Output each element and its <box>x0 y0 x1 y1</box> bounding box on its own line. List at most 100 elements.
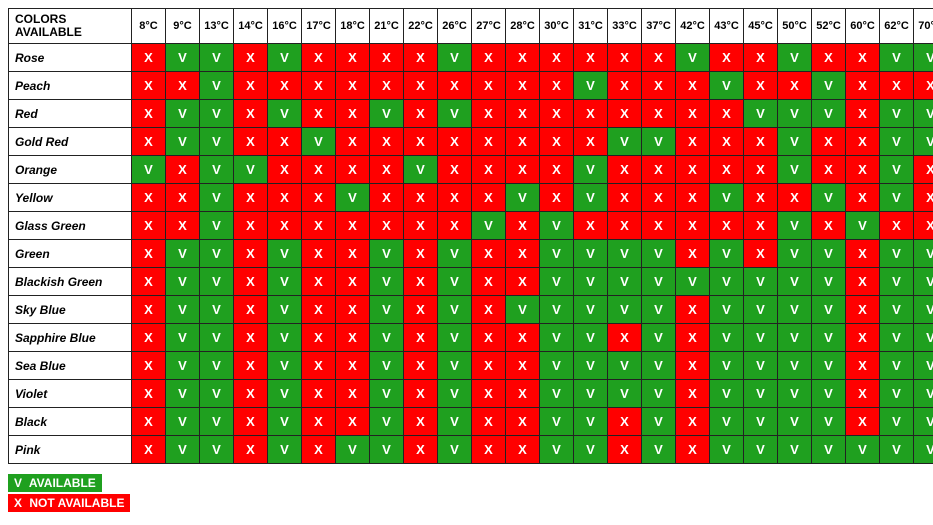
availability-cell: V <box>880 324 914 352</box>
availability-cell: X <box>676 436 710 464</box>
availability-cell: V <box>914 436 933 464</box>
availability-cell: V <box>778 380 812 408</box>
availability-cell: V <box>778 268 812 296</box>
availability-cell: X <box>676 408 710 436</box>
availability-cell: V <box>234 156 268 184</box>
availability-cell: X <box>710 156 744 184</box>
table-row: Glass GreenXXVXXXXXXXVXVXXXXXXVXVXX <box>9 212 933 240</box>
availability-cell: V <box>846 212 880 240</box>
column-header: 21°C <box>370 9 404 44</box>
availability-cell: V <box>166 44 200 72</box>
availability-cell: X <box>846 72 880 100</box>
availability-cell: X <box>302 100 336 128</box>
availability-cell: V <box>880 380 914 408</box>
availability-cell: V <box>574 408 608 436</box>
availability-cell: V <box>540 324 574 352</box>
availability-cell: V <box>642 296 676 324</box>
availability-cell: V <box>608 296 642 324</box>
availability-cell: V <box>336 436 370 464</box>
availability-cell: V <box>540 268 574 296</box>
availability-cell: X <box>676 72 710 100</box>
availability-cell: V <box>812 72 846 100</box>
availability-cell: V <box>200 72 234 100</box>
table-row: Sky BlueXVVXVXXVXVXVVVVVXVVVVXVV <box>9 296 933 324</box>
availability-cell: X <box>132 72 166 100</box>
availability-cell: X <box>166 156 200 184</box>
availability-cell: V <box>744 100 778 128</box>
column-header: 31°C <box>574 9 608 44</box>
availability-cell: X <box>132 100 166 128</box>
table-row: YellowXXVXXXVXXXXVXVXXXVXXVXVX <box>9 184 933 212</box>
availability-cell: X <box>404 324 438 352</box>
row-header: Sapphire Blue <box>9 324 132 352</box>
availability-cell: X <box>302 240 336 268</box>
availability-cell: X <box>710 44 744 72</box>
availability-cell: X <box>132 240 166 268</box>
availability-cell: V <box>268 44 302 72</box>
availability-cell: X <box>302 436 336 464</box>
availability-cell: V <box>880 296 914 324</box>
availability-cell: V <box>914 268 933 296</box>
availability-cell: V <box>574 324 608 352</box>
availability-cell: X <box>370 128 404 156</box>
availability-cell: X <box>132 436 166 464</box>
availability-cell: X <box>880 212 914 240</box>
availability-cell: X <box>846 324 880 352</box>
row-header: Sky Blue <box>9 296 132 324</box>
availability-cell: X <box>778 72 812 100</box>
availability-cell: V <box>540 212 574 240</box>
availability-cell: V <box>506 184 540 212</box>
column-header: 33°C <box>608 9 642 44</box>
availability-cell: V <box>268 268 302 296</box>
column-header: 60°C <box>846 9 880 44</box>
availability-cell: X <box>608 44 642 72</box>
column-header: 17°C <box>302 9 336 44</box>
availability-cell: V <box>574 184 608 212</box>
availability-cell: V <box>438 352 472 380</box>
column-header: 50°C <box>778 9 812 44</box>
availability-cell: V <box>268 352 302 380</box>
availability-cell: X <box>472 296 506 324</box>
column-header: 22°C <box>404 9 438 44</box>
availability-cell: V <box>404 156 438 184</box>
availability-cell: X <box>472 44 506 72</box>
availability-cell: V <box>608 240 642 268</box>
availability-cell: V <box>880 44 914 72</box>
availability-cell: V <box>676 268 710 296</box>
table-row: PeachXXVXXXXXXXXXXVXXXVXXVXXX <box>9 72 933 100</box>
availability-cell: X <box>472 240 506 268</box>
availability-cell: X <box>506 156 540 184</box>
availability-cell: X <box>846 44 880 72</box>
availability-cell: X <box>574 212 608 240</box>
availability-cell: X <box>472 72 506 100</box>
availability-cell: V <box>336 184 370 212</box>
column-header: 26°C <box>438 9 472 44</box>
availability-cell: X <box>166 72 200 100</box>
availability-cell: X <box>642 212 676 240</box>
availability-cell: X <box>370 184 404 212</box>
availability-cell: X <box>506 72 540 100</box>
availability-cell: X <box>336 380 370 408</box>
availability-cell: V <box>744 436 778 464</box>
availability-cell: X <box>506 44 540 72</box>
availability-cell: V <box>540 296 574 324</box>
availability-cell: V <box>710 380 744 408</box>
column-header: 42°C <box>676 9 710 44</box>
availability-cell: X <box>642 100 676 128</box>
availability-cell: X <box>336 44 370 72</box>
availability-cell: V <box>880 128 914 156</box>
availability-cell: V <box>710 352 744 380</box>
availability-cell: X <box>676 156 710 184</box>
availability-cell: V <box>540 240 574 268</box>
availability-cell: X <box>132 212 166 240</box>
availability-cell: X <box>676 100 710 128</box>
availability-cell: V <box>370 436 404 464</box>
availability-cell: X <box>166 184 200 212</box>
availability-cell: X <box>506 436 540 464</box>
availability-cell: V <box>914 240 933 268</box>
availability-cell: V <box>812 184 846 212</box>
availability-cell: V <box>574 268 608 296</box>
availability-cell: V <box>642 240 676 268</box>
availability-cell: X <box>472 128 506 156</box>
column-header: 13°C <box>200 9 234 44</box>
